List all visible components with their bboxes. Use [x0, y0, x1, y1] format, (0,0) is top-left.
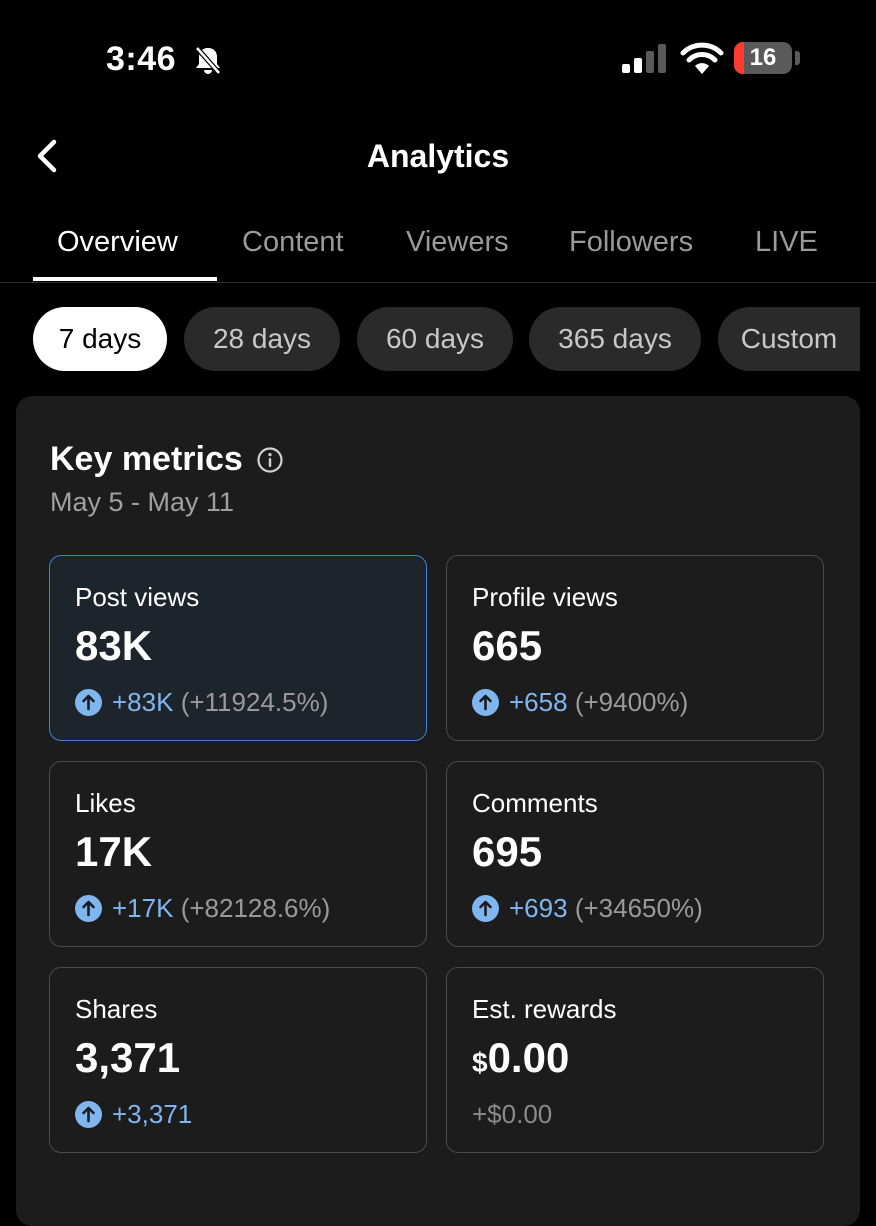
metric-value: 695: [472, 828, 543, 875]
arrow-up-circle-icon: [472, 895, 499, 922]
metric-label: Comments: [472, 788, 598, 818]
metric-change: +83K (+11924.5%): [75, 686, 328, 718]
metric-card-profile-views[interactable]: Profile views 665 +658 (+9400%): [446, 555, 824, 741]
metric-change: +658 (+9400%): [472, 686, 688, 718]
rewards-amount: 0.00: [487, 1034, 570, 1081]
metric-change: +3,371: [75, 1098, 192, 1130]
active-tab-indicator: [33, 277, 217, 281]
metric-change: +693 (+34650%): [472, 892, 703, 924]
range-chip-60-days[interactable]: 60 days: [357, 307, 513, 371]
tab-content[interactable]: Content: [242, 226, 344, 258]
tab-overview[interactable]: Overview: [57, 226, 178, 258]
range-chip-28-days[interactable]: 28 days: [184, 307, 340, 371]
arrow-up-circle-icon: [75, 895, 102, 922]
metric-value: 17K: [75, 828, 153, 875]
metric-value: 665: [472, 622, 543, 669]
arrow-up-circle-icon: [75, 689, 102, 716]
metric-delta: +3,371: [112, 1099, 193, 1129]
battery-fill: [734, 42, 744, 74]
key-metrics-title: Key metrics: [50, 440, 243, 478]
metric-card-comments[interactable]: Comments 695 +693 (+34650%): [446, 761, 824, 947]
metric-percent: (+11924.5%): [180, 687, 329, 717]
chevron-left-icon: [37, 139, 57, 173]
metric-value: 83K: [75, 622, 153, 669]
info-icon[interactable]: [256, 446, 284, 474]
metric-delta: +17K: [112, 893, 174, 923]
status-time: 3:46: [106, 40, 177, 78]
metric-label: Shares: [75, 994, 158, 1024]
key-metrics-card: Key metrics May 5 - May 11 Post views 83…: [16, 396, 860, 1226]
status-bar: 3:46 16: [0, 0, 876, 120]
metric-card-est-rewards[interactable]: Est. rewards $0.00 +$0.00: [446, 967, 824, 1153]
metric-percent: (+82128.6%): [180, 893, 331, 923]
currency-symbol: $: [472, 1047, 488, 1078]
tab-viewers[interactable]: Viewers: [406, 226, 509, 258]
metric-change: +17K (+82128.6%): [75, 892, 330, 924]
back-button[interactable]: [28, 134, 68, 178]
metric-card-likes[interactable]: Likes 17K +17K (+82128.6%): [49, 761, 427, 947]
signal-icon: [622, 44, 666, 73]
metric-delta: +$0.00: [472, 1099, 553, 1129]
metric-card-shares[interactable]: Shares 3,371 +3,371: [49, 967, 427, 1153]
metric-percent: (+9400%): [574, 687, 689, 717]
metric-delta: +83K: [112, 687, 174, 717]
range-chip-365-days[interactable]: 365 days: [529, 307, 701, 371]
metric-label: Profile views: [472, 582, 618, 612]
metric-percent: (+34650%): [574, 893, 703, 923]
metric-delta: +693: [509, 893, 568, 923]
battery-level: 16: [749, 44, 777, 71]
battery-cap: [795, 51, 800, 65]
tab-bar: Overview Content Viewers Followers LIVE: [0, 200, 876, 283]
metric-label: Likes: [75, 788, 136, 818]
bell-slash-icon: [195, 46, 221, 75]
tab-followers[interactable]: Followers: [569, 226, 694, 258]
metric-value: $0.00: [472, 1032, 569, 1089]
tab-live[interactable]: LIVE: [755, 226, 818, 258]
arrow-up-circle-icon: [75, 1101, 102, 1128]
range-chip-7-days[interactable]: 7 days: [33, 307, 167, 371]
metric-value: 3,371: [75, 1034, 181, 1081]
date-range: May 5 - May 11: [50, 487, 235, 517]
battery-icon: 16: [734, 42, 792, 74]
arrow-up-circle-icon: [472, 689, 499, 716]
metric-card-post-views[interactable]: Post views 83K +83K (+11924.5%): [49, 555, 427, 741]
metric-label: Post views: [75, 582, 200, 612]
page-title: Analytics: [366, 138, 510, 174]
metric-label: Est. rewards: [472, 994, 617, 1024]
range-chip-custom[interactable]: Custom: [718, 307, 860, 371]
wifi-icon: [680, 42, 724, 74]
metric-delta: +658: [509, 687, 568, 717]
